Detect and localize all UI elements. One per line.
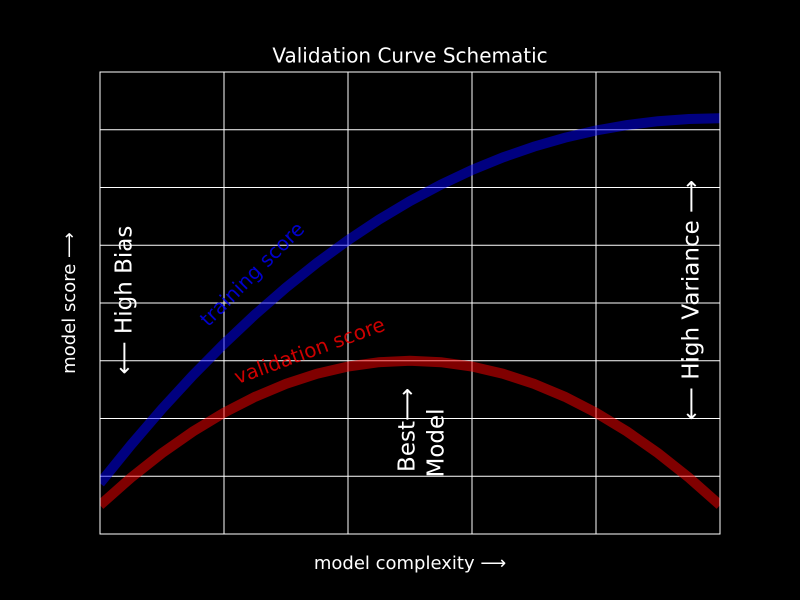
annotation: ⟵ High Variance ⟶ [679,180,705,420]
annotation: ⟵ High Bias [112,226,138,375]
annotation: Best⟶ [395,388,421,472]
x-axis-label: model complexity ⟶ [314,553,506,574]
line-series [100,113,720,487]
y-axis-label: model score ⟶ [59,232,80,374]
chart-title: Validation Curve Schematic [272,44,547,68]
line-series [100,355,720,509]
annotation: Model [424,408,450,477]
plot-frame [99,71,721,535]
